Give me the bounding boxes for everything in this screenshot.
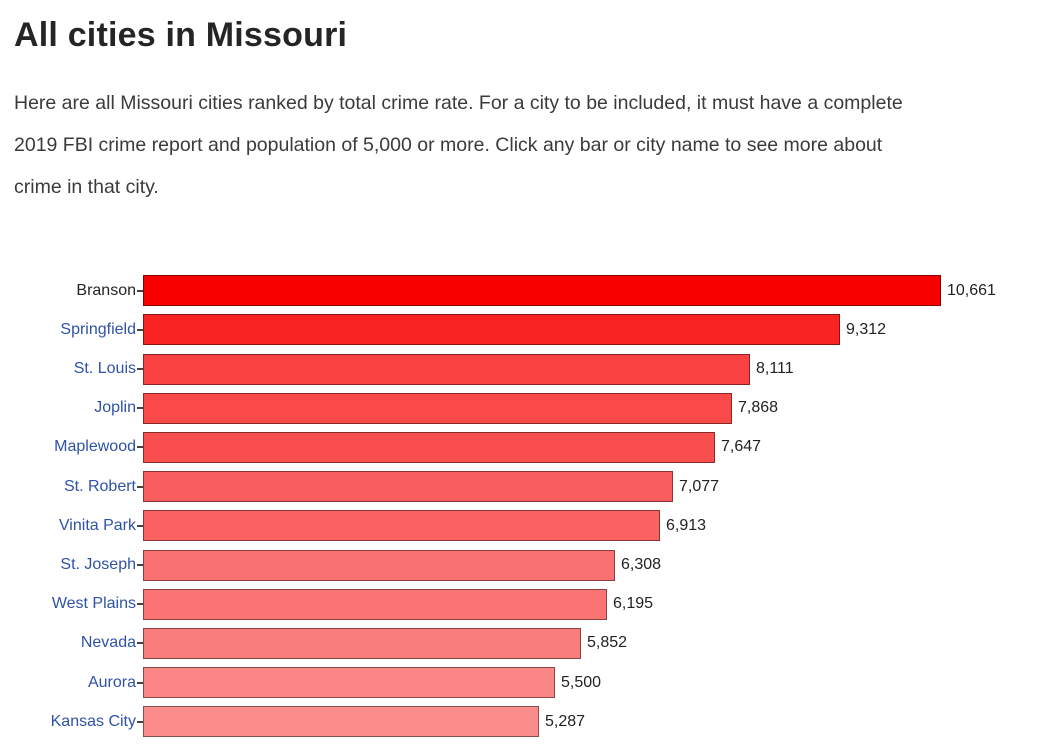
axis-tick	[137, 524, 143, 527]
axis-tick	[137, 603, 143, 606]
bar-value-label: 8,111	[756, 360, 794, 378]
crime-rate-bar[interactable]	[143, 510, 660, 542]
chart-row: Joplin 7,868	[14, 389, 1038, 428]
bar-value-label: 6,308	[621, 556, 662, 573]
bar-value-label: 5,287	[545, 712, 586, 730]
crime-rate-bar[interactable]	[143, 549, 615, 581]
crime-rate-bar[interactable]	[143, 314, 840, 346]
crime-rate-bar[interactable]	[143, 392, 732, 424]
bar-value-label: 10,661	[947, 281, 996, 299]
bar-value-label: 5,500	[561, 673, 602, 691]
bar-value-label: 6,913	[666, 516, 707, 534]
crime-rate-bar-chart: Branson 10,661 Springfield 9,312 St. Lou…	[14, 271, 1038, 741]
city-label[interactable]: Nevada	[80, 634, 136, 652]
bar-track: 7,077	[143, 471, 1038, 503]
bar-track: 7,647	[143, 431, 1038, 463]
page-title: All cities in Missouri	[14, 16, 348, 54]
bar-track: 5,852	[143, 627, 1038, 659]
city-label[interactable]: Springfield	[60, 320, 136, 338]
bar-track: 10,661	[143, 275, 1038, 307]
crime-rate-bar[interactable]	[143, 667, 555, 699]
bar-value-label: 9,312	[846, 320, 887, 338]
bar-track: 6,195	[143, 588, 1038, 620]
bar-value-label: 7,647	[721, 438, 762, 456]
crime-rate-bar[interactable]	[143, 431, 715, 463]
chart-row: St. Robert 7,077	[14, 467, 1038, 506]
axis-tick	[137, 328, 143, 331]
crime-rate-bar[interactable]	[143, 706, 539, 738]
bar-track: 9,312	[143, 314, 1038, 346]
axis-tick	[137, 642, 143, 645]
city-label[interactable]: St. Robert	[63, 477, 136, 495]
bar-value-label: 6,195	[613, 595, 654, 613]
city-label[interactable]: Aurora	[87, 673, 136, 691]
city-label[interactable]: Maplewood	[54, 438, 136, 456]
axis-tick	[137, 720, 143, 723]
crime-rate-bar[interactable]	[143, 471, 673, 503]
bar-track: 8,111	[143, 353, 1038, 385]
crime-rate-bar[interactable]	[143, 275, 941, 307]
axis-tick	[137, 485, 143, 488]
bar-track: 5,287	[143, 706, 1038, 738]
axis-tick	[137, 564, 143, 566]
axis-tick	[137, 289, 143, 292]
city-label[interactable]: St. Joseph	[60, 556, 136, 573]
axis-tick	[137, 368, 143, 371]
chart-row: Springfield 9,312	[14, 310, 1038, 349]
chart-row: Nevada 5,852	[14, 624, 1038, 663]
bar-track: 6,308	[143, 549, 1038, 581]
city-label[interactable]: Joplin	[94, 399, 136, 417]
city-label[interactable]: Vinita Park	[58, 516, 136, 534]
bar-track: 7,868	[143, 392, 1038, 424]
bar-value-label: 5,852	[587, 634, 628, 652]
chart-row: Aurora 5,500	[14, 663, 1038, 702]
crime-rate-bar[interactable]	[143, 588, 607, 620]
chart-row: St. Joseph 6,308	[14, 545, 1038, 584]
bar-track: 6,913	[143, 510, 1038, 542]
chart-row: Branson 10,661	[14, 271, 1038, 310]
city-label[interactable]: Kansas City	[50, 712, 136, 730]
crime-rate-bar[interactable]	[143, 627, 581, 659]
chart-row: St. Louis 8,111	[14, 349, 1038, 388]
chart-row: Vinita Park 6,913	[14, 506, 1038, 545]
city-label: Branson	[76, 281, 136, 299]
city-label[interactable]: West Plains	[51, 595, 136, 613]
bar-track: 5,500	[143, 667, 1038, 699]
axis-tick	[137, 407, 143, 410]
page-description: Here are all Missouri cities ranked by t…	[14, 92, 903, 199]
chart-row: Kansas City 5,287	[14, 702, 1038, 741]
axis-tick	[137, 681, 143, 684]
axis-tick	[137, 446, 143, 449]
city-label[interactable]: St. Louis	[73, 360, 136, 378]
chart-row: West Plains 6,195	[14, 585, 1038, 624]
bar-value-label: 7,868	[738, 399, 779, 417]
crime-rate-bar[interactable]	[143, 353, 750, 385]
chart-row: Maplewood 7,647	[14, 428, 1038, 467]
bar-value-label: 7,077	[679, 477, 720, 495]
